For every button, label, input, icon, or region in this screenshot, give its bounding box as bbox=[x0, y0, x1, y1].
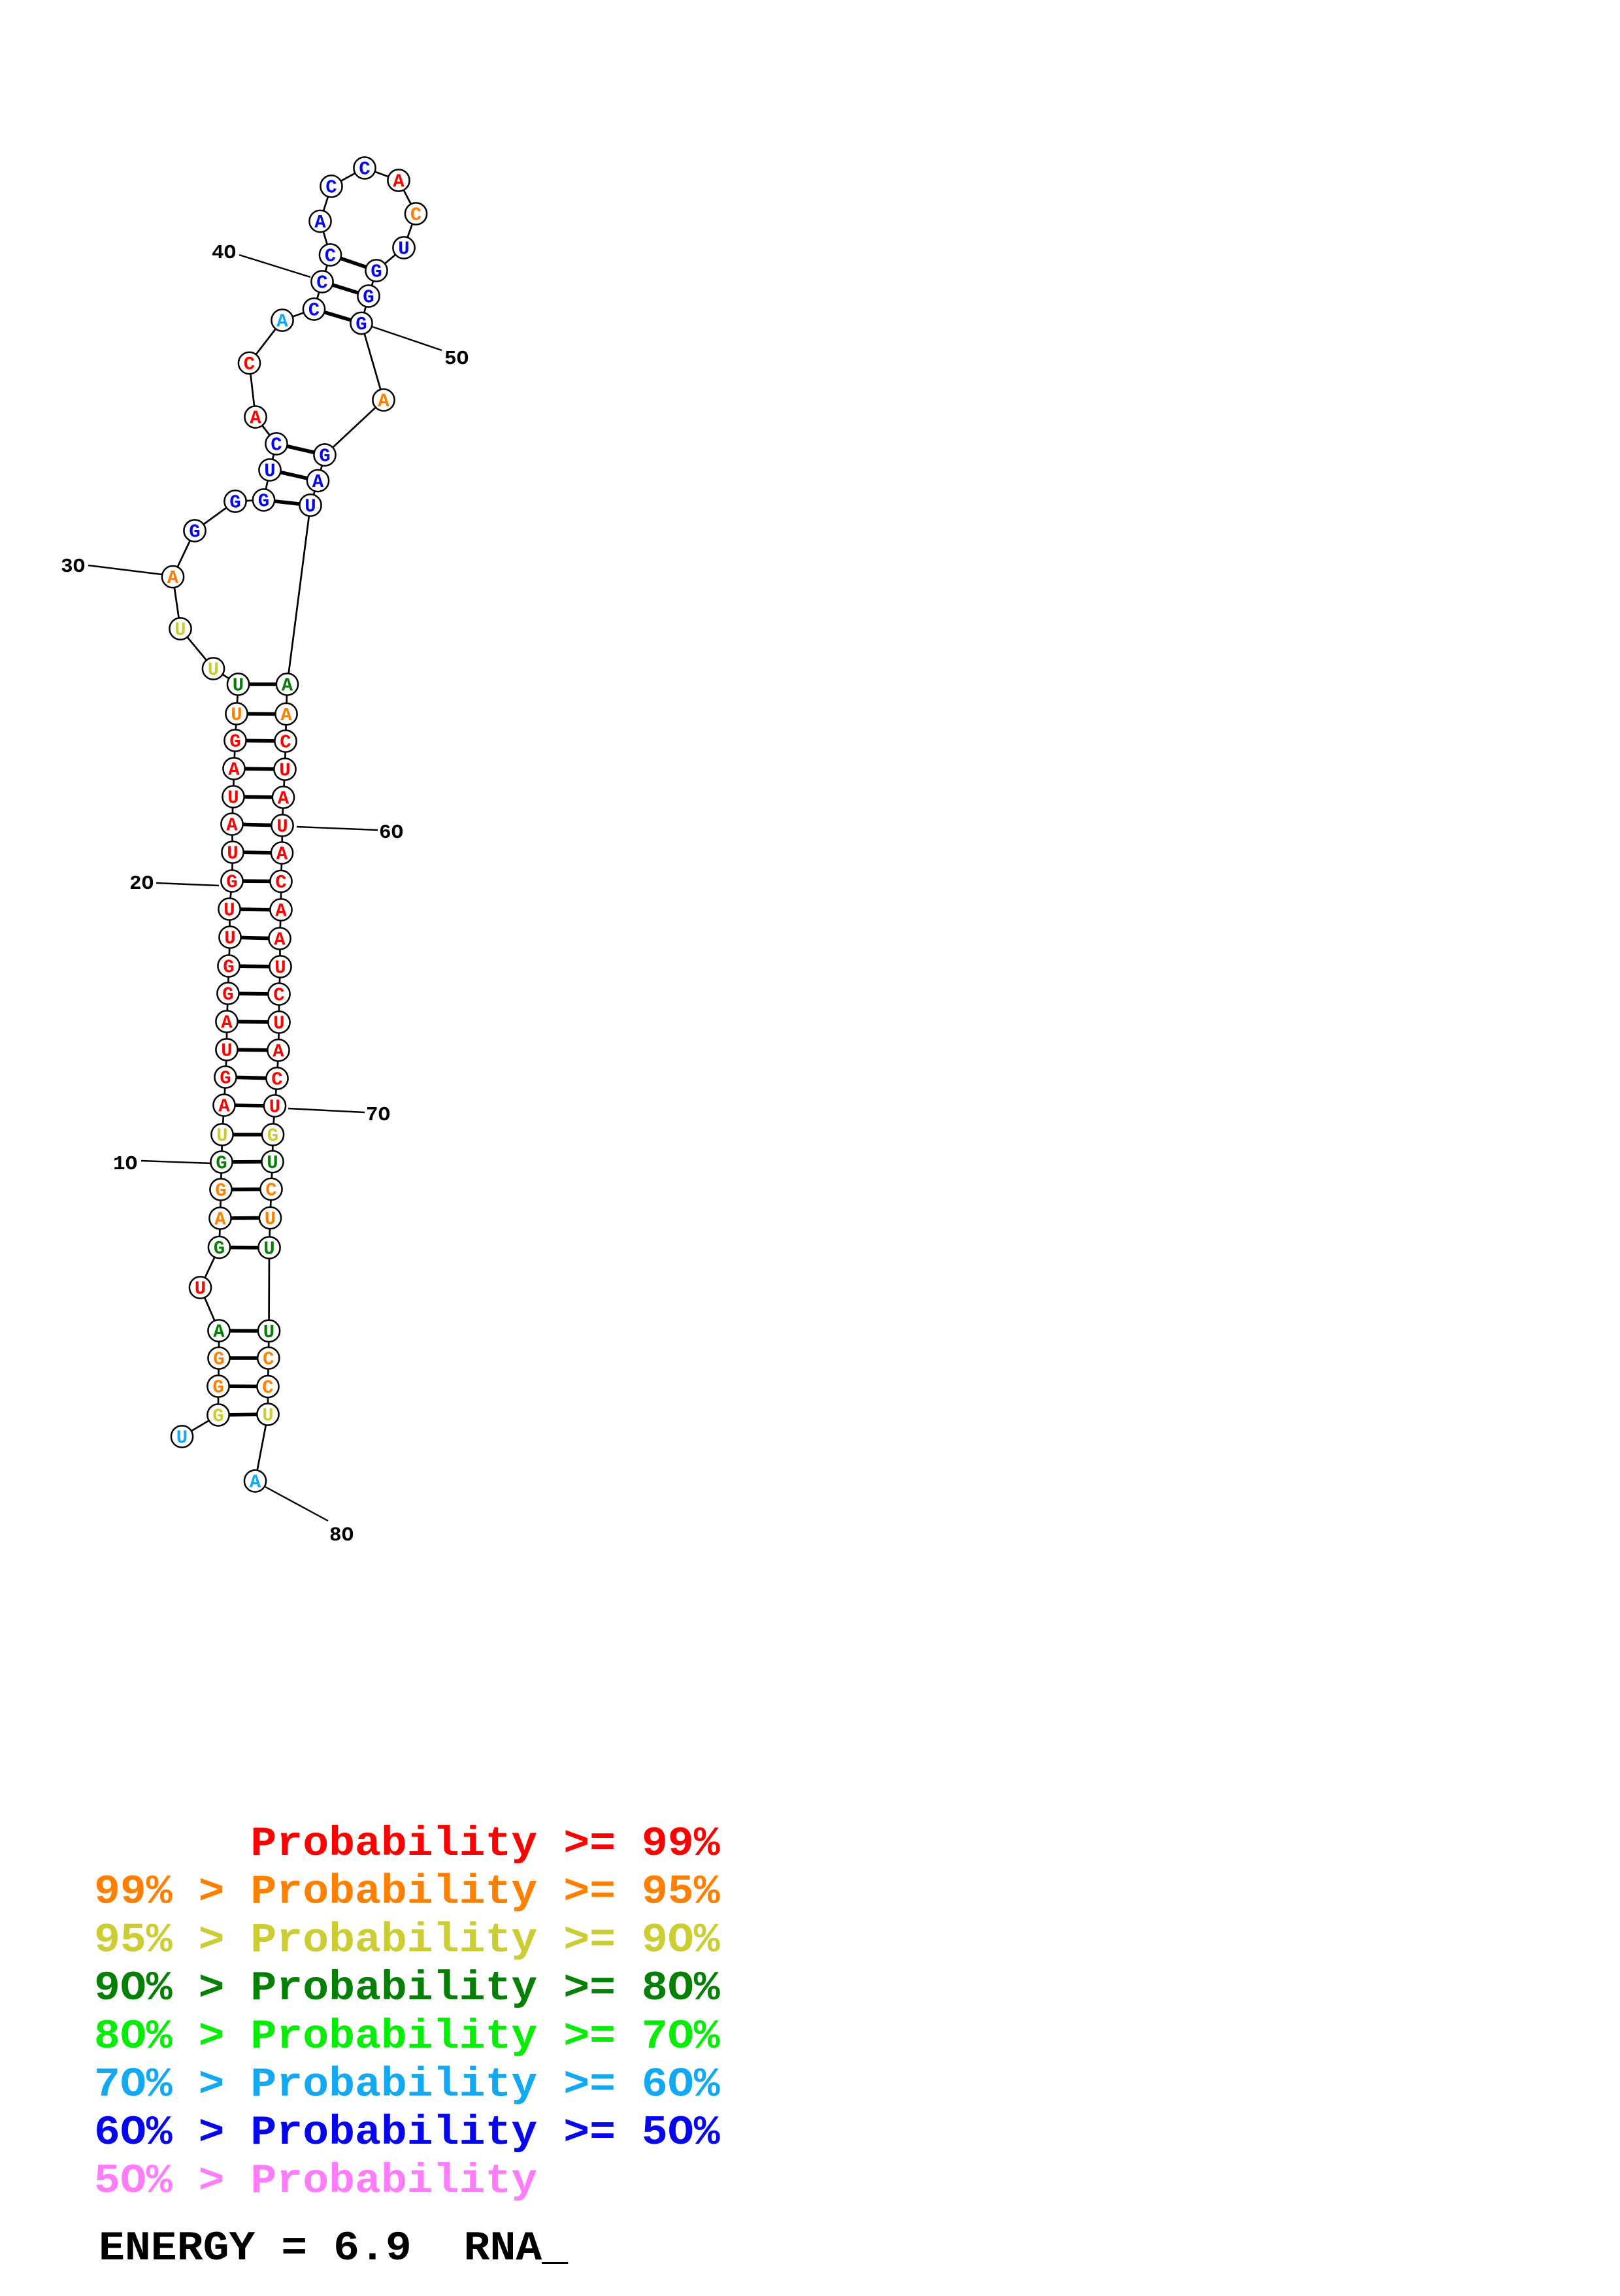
svg-text:A: A bbox=[214, 1209, 226, 1231]
svg-text:C: C bbox=[273, 985, 284, 1007]
svg-text:5O% > Probability: 5O% > Probability bbox=[94, 2158, 537, 2204]
svg-text:A: A bbox=[282, 675, 293, 697]
svg-text:C: C bbox=[275, 872, 286, 893]
svg-text:C: C bbox=[359, 159, 370, 180]
svg-text:A: A bbox=[213, 1322, 225, 1343]
svg-text:2O: 2O bbox=[129, 873, 154, 895]
svg-text:U: U bbox=[267, 1152, 278, 1174]
svg-text:A: A bbox=[275, 901, 287, 922]
svg-text:A: A bbox=[276, 311, 288, 333]
svg-text:G: G bbox=[319, 446, 330, 467]
svg-text:U: U bbox=[176, 1427, 188, 1449]
svg-text:A: A bbox=[250, 1472, 261, 1493]
svg-text:U: U bbox=[263, 1322, 274, 1343]
svg-text:G: G bbox=[212, 1406, 223, 1427]
svg-text:G: G bbox=[213, 1349, 224, 1371]
svg-text:95% > Probability >= 9O%: 95% > Probability >= 9O% bbox=[94, 1917, 720, 1963]
svg-text:C: C bbox=[271, 1069, 282, 1091]
svg-text:ENERGY = 6.9 RNA_: ENERGY = 6.9 RNA_ bbox=[99, 2225, 568, 2272]
svg-text:U: U bbox=[263, 1239, 274, 1260]
svg-text:U: U bbox=[233, 675, 244, 697]
svg-text:4O: 4O bbox=[212, 242, 236, 265]
svg-text:A: A bbox=[250, 408, 261, 429]
svg-text:G: G bbox=[229, 731, 240, 753]
svg-text:U: U bbox=[274, 957, 286, 979]
svg-text:A: A bbox=[314, 212, 326, 233]
svg-text:U: U bbox=[174, 620, 186, 641]
svg-text:U: U bbox=[262, 1405, 273, 1427]
svg-text:A: A bbox=[221, 1012, 233, 1034]
svg-text:G: G bbox=[212, 1377, 223, 1399]
svg-text:A: A bbox=[378, 391, 389, 412]
svg-text:C: C bbox=[262, 1377, 273, 1399]
svg-text:C: C bbox=[316, 273, 327, 294]
svg-text:A: A bbox=[167, 567, 179, 589]
svg-text:G: G bbox=[215, 1180, 226, 1202]
svg-text:G: G bbox=[214, 1238, 225, 1259]
svg-text:A: A bbox=[226, 815, 238, 837]
svg-text:6O: 6O bbox=[379, 822, 403, 844]
svg-text:A: A bbox=[218, 1096, 230, 1118]
svg-text:A: A bbox=[274, 929, 286, 951]
svg-text:U: U bbox=[276, 816, 288, 838]
svg-text:7O: 7O bbox=[366, 1104, 390, 1127]
svg-text:U: U bbox=[216, 1125, 227, 1147]
svg-text:G: G bbox=[223, 957, 234, 978]
svg-text:U: U bbox=[208, 659, 219, 681]
svg-text:G: G bbox=[189, 522, 200, 543]
svg-text:A: A bbox=[393, 171, 405, 193]
svg-text:99% > Probability >= 95%: 99% > Probability >= 95% bbox=[94, 1869, 720, 1916]
svg-text:A: A bbox=[312, 471, 324, 493]
svg-text:8O% > Probability >= 7O%: 8O% > Probability >= 7O% bbox=[94, 2014, 720, 2060]
svg-text:U: U bbox=[264, 461, 275, 482]
svg-text:G: G bbox=[371, 261, 382, 283]
svg-text:6O% > Probability >= 5O%: 6O% > Probability >= 5O% bbox=[94, 2110, 720, 2156]
svg-text:8O: 8O bbox=[329, 1524, 354, 1547]
svg-text:G: G bbox=[229, 492, 240, 514]
svg-text:C: C bbox=[410, 205, 422, 226]
svg-text:U: U bbox=[223, 900, 235, 922]
svg-text:G: G bbox=[258, 491, 269, 512]
svg-text:C: C bbox=[244, 354, 255, 375]
svg-text:C: C bbox=[263, 1349, 274, 1371]
svg-text:G: G bbox=[363, 287, 374, 308]
svg-text:9O% > Probability >= 8O%: 9O% > Probability >= 8O% bbox=[94, 1965, 720, 2012]
svg-text:U: U bbox=[195, 1278, 206, 1300]
svg-text:Probability >= 99%: Probability >= 99% bbox=[94, 1821, 720, 1867]
svg-text:C: C bbox=[325, 246, 336, 267]
svg-text:G: G bbox=[222, 984, 233, 1006]
svg-text:U: U bbox=[273, 1013, 284, 1035]
svg-text:G: G bbox=[267, 1125, 278, 1147]
svg-text:C: C bbox=[325, 177, 337, 199]
svg-text:U: U bbox=[398, 239, 409, 260]
svg-text:G: G bbox=[226, 872, 237, 893]
svg-text:U: U bbox=[227, 843, 238, 865]
svg-text:A: A bbox=[280, 705, 292, 726]
svg-text:1O: 1O bbox=[113, 1153, 137, 1176]
svg-text:A: A bbox=[228, 759, 240, 781]
svg-text:U: U bbox=[221, 1040, 232, 1062]
svg-text:U: U bbox=[224, 928, 235, 950]
svg-text:C: C bbox=[271, 435, 282, 456]
svg-text:5O: 5O bbox=[444, 348, 469, 371]
svg-text:G: G bbox=[355, 314, 367, 335]
svg-text:G: G bbox=[216, 1153, 227, 1174]
svg-text:C: C bbox=[308, 300, 320, 322]
svg-text:U: U bbox=[265, 1208, 276, 1230]
svg-text:7O% > Probability >= 6O%: 7O% > Probability >= 6O% bbox=[94, 2062, 720, 2108]
svg-text:A: A bbox=[278, 788, 289, 810]
svg-text:C: C bbox=[265, 1180, 276, 1201]
svg-text:U: U bbox=[305, 496, 316, 518]
svg-text:U: U bbox=[231, 705, 242, 726]
svg-text:A: A bbox=[276, 844, 288, 865]
svg-text:U: U bbox=[269, 1097, 280, 1118]
svg-text:G: G bbox=[220, 1068, 231, 1090]
svg-text:C: C bbox=[280, 732, 291, 754]
svg-text:A: A bbox=[273, 1041, 284, 1063]
svg-text:U: U bbox=[227, 788, 239, 809]
svg-text:3O: 3O bbox=[61, 556, 85, 578]
svg-text:U: U bbox=[279, 760, 290, 782]
